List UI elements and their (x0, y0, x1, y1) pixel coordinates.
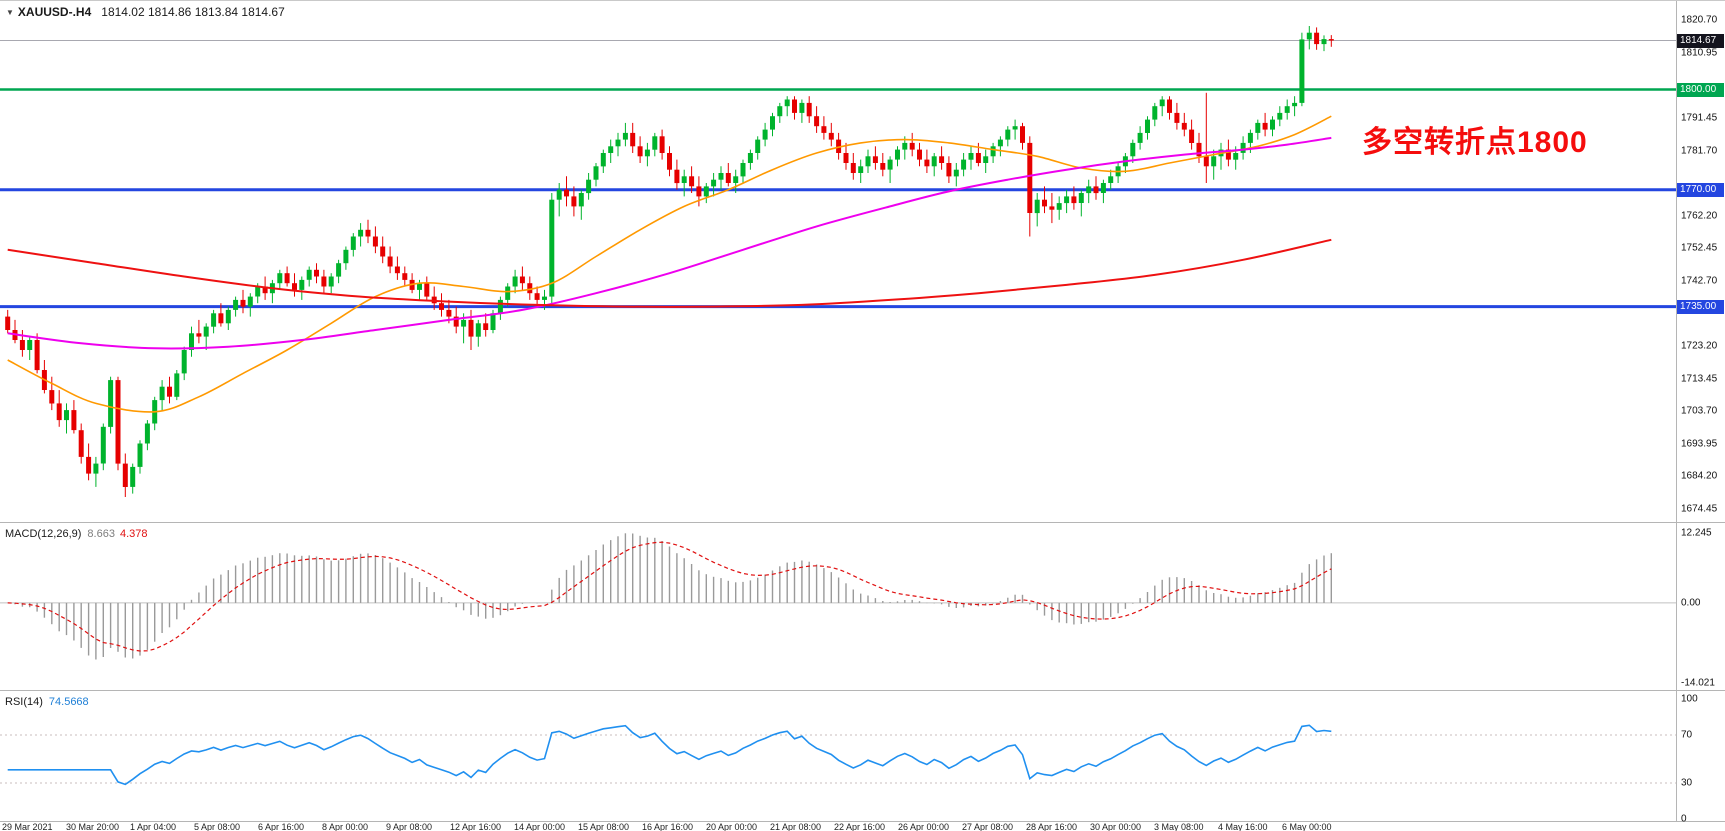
price-tick-label: 1791.45 (1681, 112, 1718, 124)
macd-tick-label: -14.021 (1681, 677, 1715, 689)
macd-indicator-panel[interactable] (0, 523, 1676, 690)
macd-name: MACD(12,26,9) (5, 528, 82, 540)
time-axis-label: 20 Apr 00:00 (706, 822, 758, 831)
rsi-label: RSI(14) 74.5668 (5, 696, 89, 708)
rsi-indicator-panel[interactable] (0, 691, 1676, 821)
time-axis-label: 16 Apr 16:00 (642, 822, 694, 831)
chart-header: ▼ XAUUSD-.H4 1814.02 1814.86 1813.84 1814.… (6, 5, 285, 19)
time-axis-label: 9 Apr 08:00 (386, 822, 433, 831)
price-tick-label: 1810.95 (1681, 47, 1718, 59)
time-axis-label: 30 Mar 20:00 (66, 822, 120, 831)
time-axis-label: 3 May 08:00 (1154, 822, 1204, 831)
ma-mid-magenta (7, 136, 1332, 350)
time-axis-label: 6 Apr 16:00 (258, 822, 305, 831)
price-tick-label: 1713.45 (1681, 373, 1718, 385)
rsi-name: RSI(14) (5, 696, 43, 708)
time-axis-label: 26 Apr 00:00 (898, 822, 950, 831)
chart-annotation-text[interactable]: 多空转折点1800 (1362, 126, 1588, 159)
rsi-tick-label: 30 (1681, 777, 1693, 789)
time-axis-label: 27 Apr 08:00 (962, 822, 1014, 831)
price-level-label: 1770.00 (1677, 182, 1724, 197)
time-axis[interactable]: 29 Mar 2021 30 Mar 20:00 1 Apr 04:00 5 Apr … (0, 822, 1676, 831)
price-tick-label: 1703.70 (1681, 405, 1718, 417)
price-level-label: 1814.67 (1677, 33, 1724, 48)
price-tick-label: 1723.20 (1681, 340, 1718, 352)
rsi-tick-label: 70 (1681, 729, 1693, 741)
price-tick-label: 1684.20 (1681, 470, 1718, 482)
macd-tick-label: 12.245 (1681, 527, 1712, 539)
time-axis-label: 14 Apr 00:00 (514, 822, 566, 831)
rsi-line (7, 724, 1332, 786)
rsi-tick-label: 0 (1681, 813, 1687, 825)
macd-label: MACD(12,26,9) 8.663 4.378 (5, 528, 147, 540)
price-tick-label: 1693.95 (1681, 438, 1718, 450)
time-axis-label: 6 May 00:00 (1282, 822, 1332, 831)
time-axis-label: 15 Apr 08:00 (578, 822, 630, 831)
price-tick-label: 1820.70 (1681, 14, 1718, 26)
time-axis-label: 8 Apr 00:00 (322, 822, 369, 831)
price-tick-label: 1781.70 (1681, 145, 1718, 157)
ma-slow-red (7, 238, 1332, 308)
price-tick-label: 1752.45 (1681, 242, 1718, 254)
macd-tick-label: 0.00 (1681, 597, 1701, 609)
time-axis-label: 4 May 16:00 (1218, 822, 1268, 831)
time-axis-label: 1 Apr 04:00 (130, 822, 177, 831)
rsi-tick-label: 100 (1681, 693, 1698, 705)
price-level-label: 1735.00 (1677, 299, 1724, 314)
price-axis-separator (1676, 1, 1677, 821)
panel-separator-rsi[interactable] (0, 690, 1725, 691)
price-tick-label: 1674.45 (1681, 503, 1718, 515)
time-axis-label: 30 Apr 00:00 (1090, 822, 1142, 831)
time-axis-label: 28 Apr 16:00 (1026, 822, 1078, 831)
macd-main-value: 8.663 (87, 528, 115, 540)
price-tick-label: 1742.70 (1681, 275, 1718, 287)
price-tick-label: 1762.20 (1681, 210, 1718, 222)
time-axis-label: 29 Mar 2021 (2, 822, 53, 831)
symbol-marker-icon: ▼ (6, 8, 14, 17)
time-axis-label: 22 Apr 16:00 (834, 822, 886, 831)
ma-fast-orange (7, 115, 1332, 413)
price-level-label: 1800.00 (1677, 82, 1724, 97)
time-axis-label: 21 Apr 08:00 (770, 822, 822, 831)
symbol-timeframe-label: XAUUSD-.H4 (17, 5, 92, 19)
rsi-value: 74.5668 (48, 696, 89, 708)
macd-axis[interactable]: 12.245 0.00 -14.021 (1677, 523, 1725, 690)
ohlc-readout: 1814.02 1814.86 1813.84 1814.67 (101, 5, 285, 19)
candlestick-chart[interactable] (0, 1, 1676, 522)
macd-signal-line (7, 541, 1332, 652)
macd-signal-value: 4.378 (119, 528, 148, 540)
price-axis[interactable]: 1820.70 1810.95 1791.45 1781.70 1762.20 1752.… (1677, 1, 1725, 522)
time-axis-label: 12 Apr 16:00 (450, 822, 502, 831)
rsi-axis[interactable]: 100 70 30 0 (1677, 691, 1725, 825)
time-axis-separator (0, 821, 1725, 822)
panel-separator-macd[interactable] (0, 522, 1725, 523)
time-axis-label: 5 Apr 08:00 (194, 822, 241, 831)
